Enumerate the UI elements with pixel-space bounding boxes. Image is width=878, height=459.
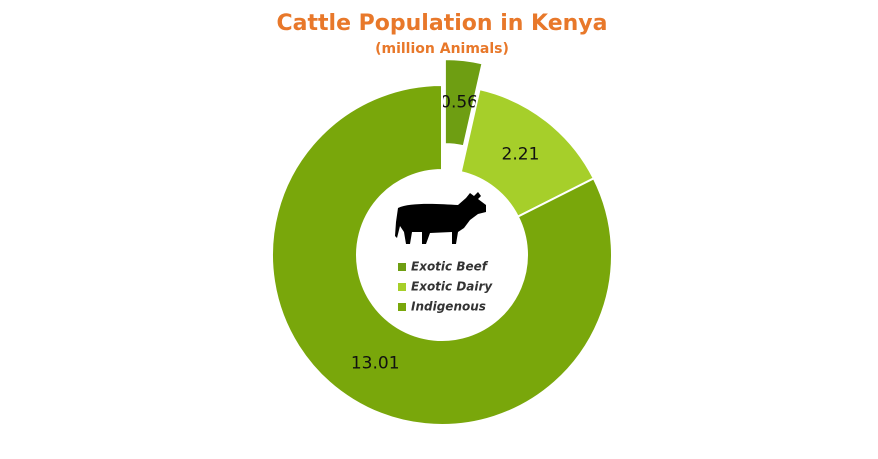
legend-swatch [398, 303, 406, 311]
data-label: 13.01 [351, 354, 400, 374]
legend-swatch [398, 263, 406, 271]
legend-swatch [398, 283, 406, 291]
donut-slice [443, 58, 484, 148]
legend-label: Indigenous [411, 300, 486, 314]
legend: Exotic Beef Exotic Dairy Indigenous [398, 260, 493, 314]
chart-subtitle: (million Animals) [375, 41, 509, 57]
legend-label: Exotic Beef [411, 260, 489, 274]
legend-label: Exotic Dairy [411, 280, 493, 294]
donut-slice [271, 83, 613, 426]
donut: 0.56 2.21 13.01 [271, 58, 613, 426]
data-label: 0.56 [440, 92, 478, 112]
data-label: 2.21 [502, 145, 540, 165]
cow-icon [395, 192, 486, 244]
chart-title: Cattle Population in Kenya [277, 11, 608, 36]
